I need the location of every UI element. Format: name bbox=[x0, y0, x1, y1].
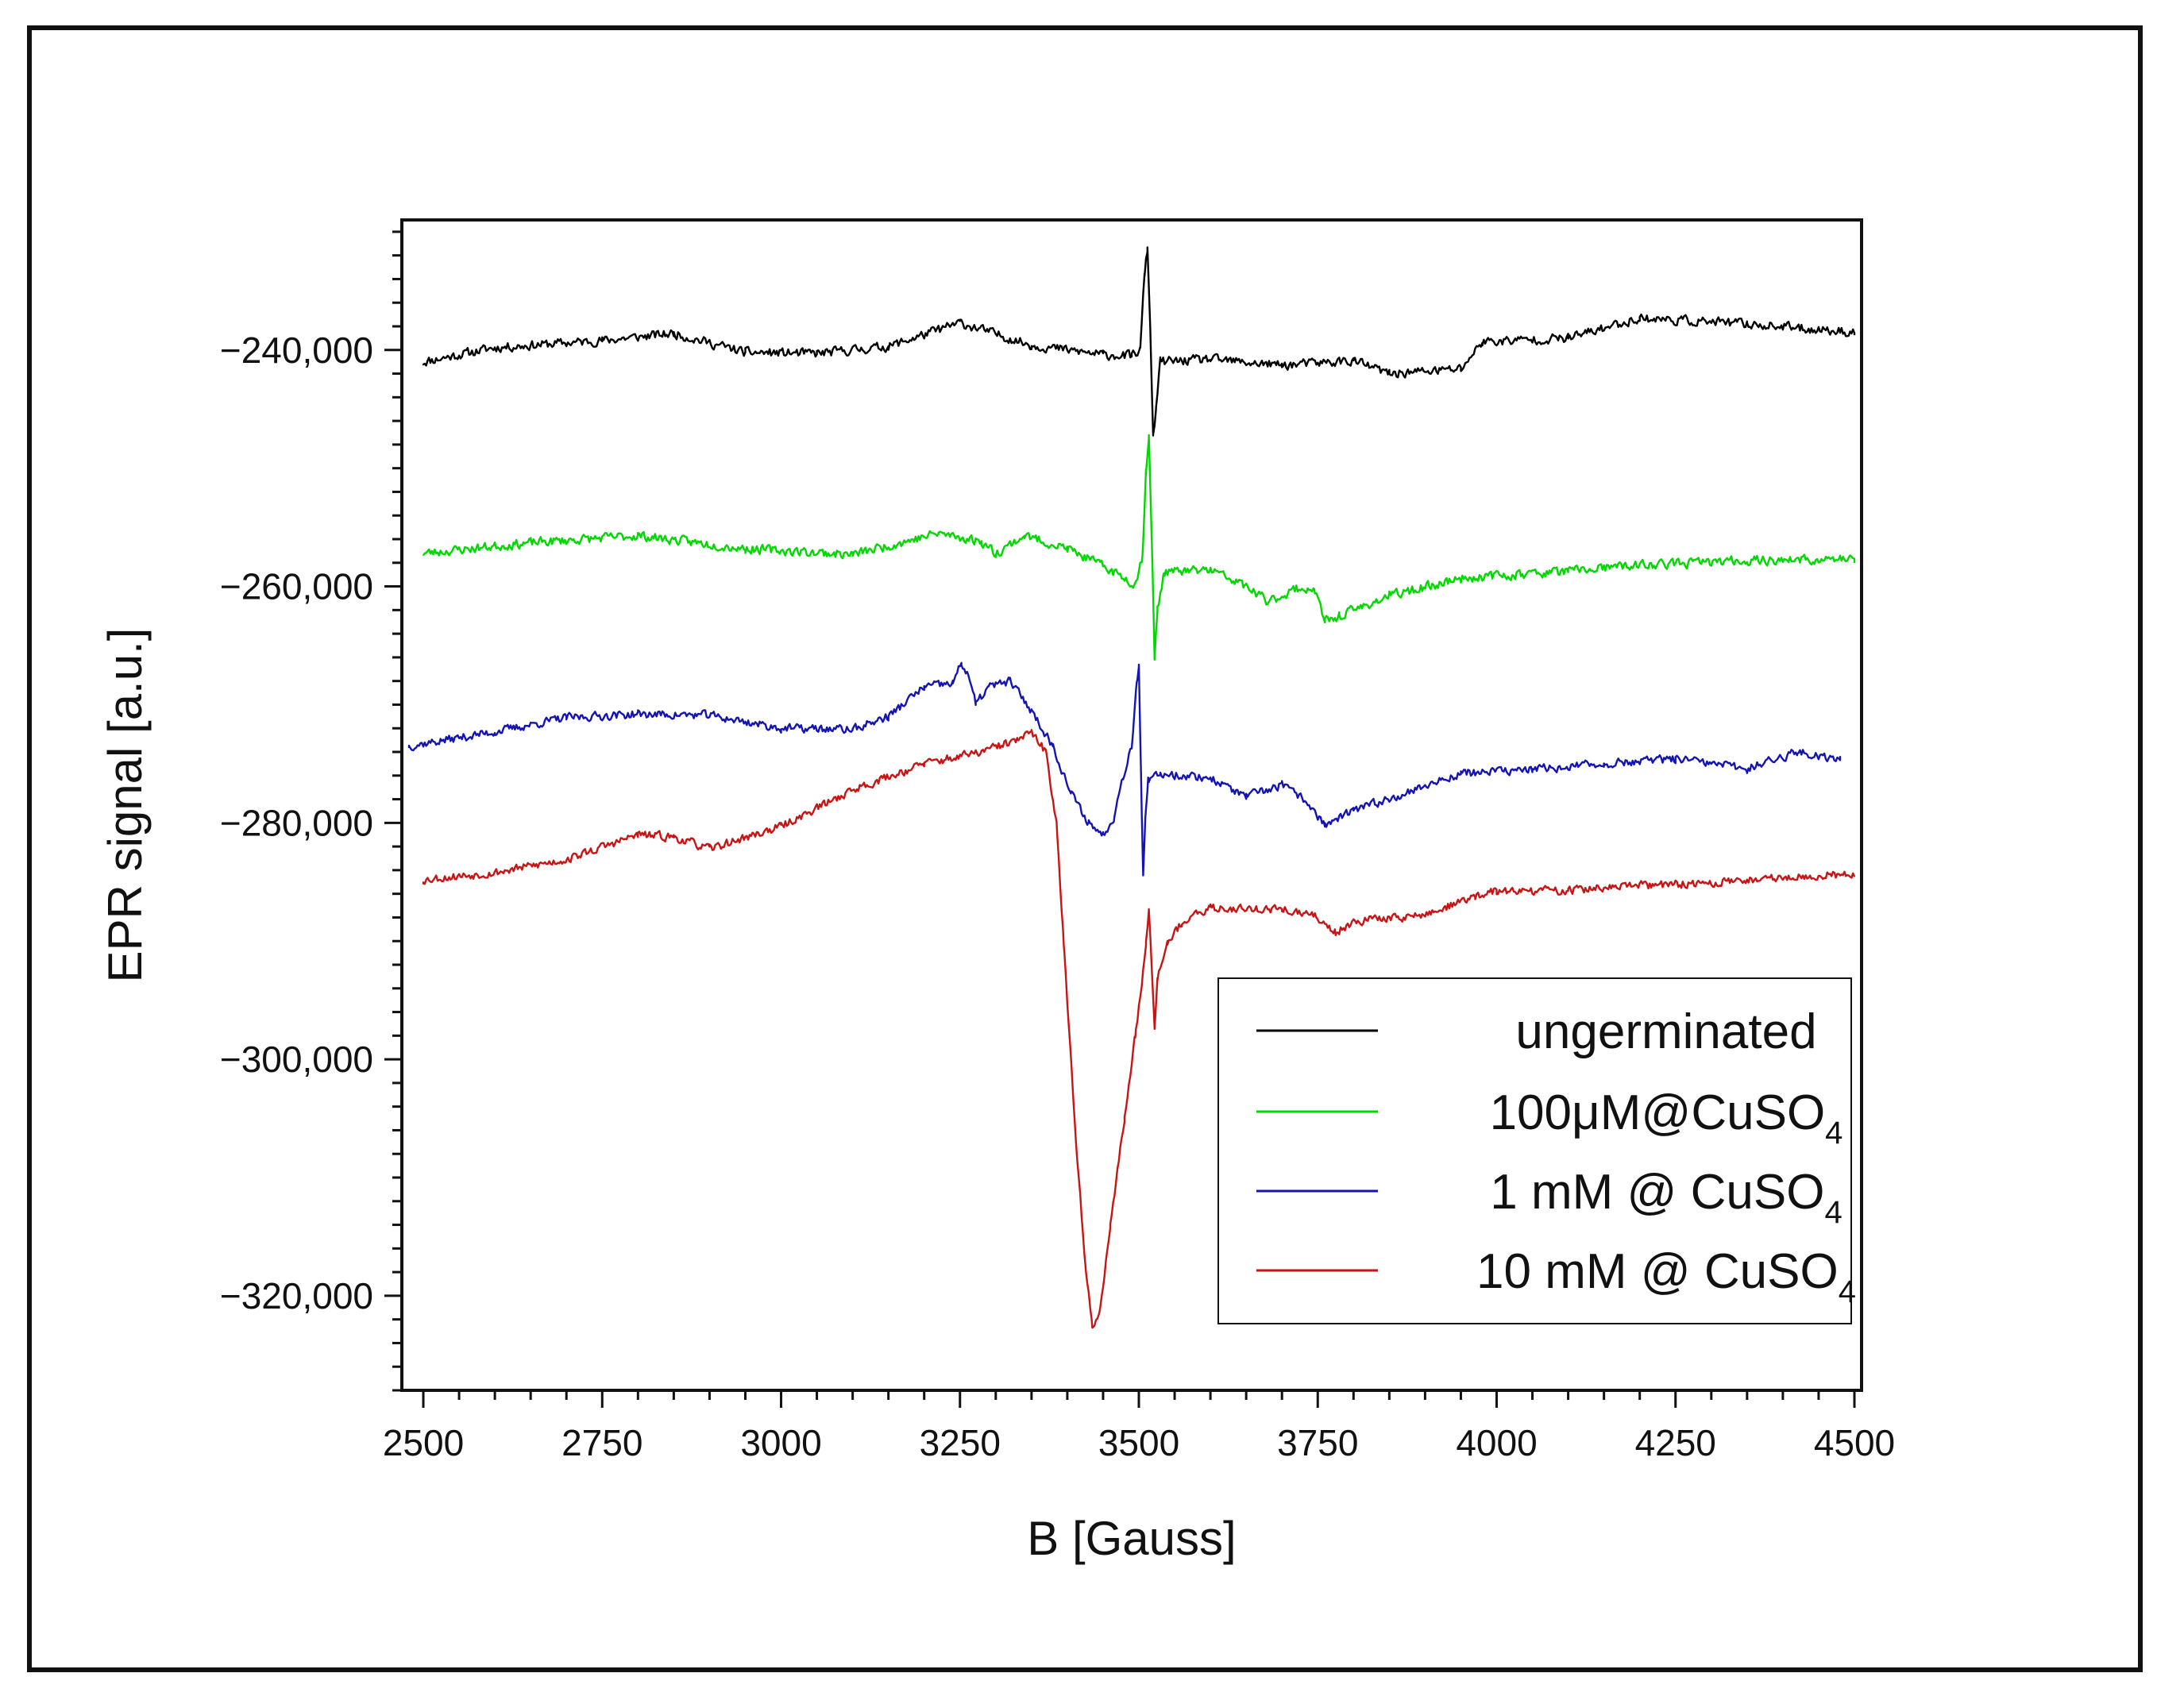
y-tick-label: −320,000 bbox=[220, 1275, 373, 1316]
legend-label-0: ungerminated bbox=[1515, 1004, 1816, 1059]
legend-box bbox=[1217, 977, 1852, 1324]
y-tick-label: −260,000 bbox=[220, 566, 373, 607]
y-axis: −240,000 −260,000 −280,000 −300,000 −320,000 bbox=[220, 230, 402, 1392]
legend-label-2: 1 mM @ CuSO4 bbox=[1490, 1165, 1842, 1230]
x-axis-title: B [Gauss] bbox=[1027, 1512, 1236, 1565]
x-tick-label: 4000 bbox=[1456, 1422, 1537, 1463]
plot-area: 2500 2750 3000 3250 3500 3750 4000 4250 4500 −24… bbox=[220, 218, 1895, 1463]
series-layer bbox=[407, 246, 1856, 1329]
x-tick-label: 2500 bbox=[383, 1422, 464, 1463]
y-tick-label: −300,000 bbox=[220, 1039, 373, 1080]
y-tick-label: −280,000 bbox=[220, 802, 373, 843]
y-tick-label: −240,000 bbox=[220, 330, 373, 371]
plot-box bbox=[400, 218, 1863, 1392]
x-tick-label: 3500 bbox=[1098, 1422, 1179, 1463]
legend: ungerminated 100μM@CuSO4 1 mM @ CuSO4 10 mM… bbox=[1217, 977, 1856, 1324]
x-tick-label: 4500 bbox=[1814, 1422, 1895, 1463]
x-tick-label: 2750 bbox=[561, 1422, 642, 1463]
x-tick-label: 3250 bbox=[920, 1422, 1001, 1463]
legend-label-1: 100μM@CuSO4 bbox=[1490, 1085, 1843, 1151]
series-line-0 bbox=[422, 246, 1856, 437]
x-tick-label: 3000 bbox=[740, 1422, 821, 1463]
figure-frame bbox=[27, 25, 2143, 1672]
series-line-3 bbox=[422, 729, 1856, 1329]
series-line-1 bbox=[422, 434, 1856, 661]
series-line-2 bbox=[407, 661, 1842, 877]
x-tick-label: 4250 bbox=[1635, 1422, 1716, 1463]
x-tick-label: 3750 bbox=[1277, 1422, 1358, 1463]
y-axis-title: EPR signal [a.u.] bbox=[98, 628, 152, 983]
legend-label-3: 10 mM @ CuSO4 bbox=[1476, 1244, 1856, 1309]
x-axis: 2500 2750 3000 3250 3500 3750 4000 4250 4500 bbox=[383, 1390, 1895, 1463]
